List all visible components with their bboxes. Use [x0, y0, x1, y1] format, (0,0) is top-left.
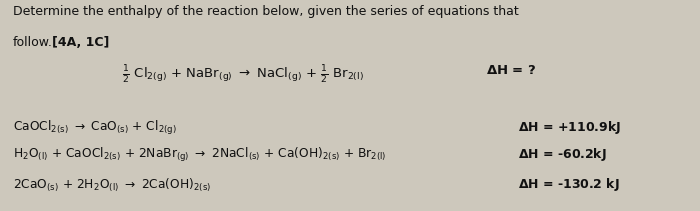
- Text: $\mathbf{\Delta}$H = +110.9kJ: $\mathbf{\Delta}$H = +110.9kJ: [518, 119, 621, 136]
- Text: [4A, 1C]: [4A, 1C]: [52, 36, 110, 49]
- Text: $\mathregular{\frac{1}{2}}$ Cl$_{\mathregular{2(g)}}$ + NaBr$_{\mathregular{(g)}: $\mathregular{\frac{1}{2}}$ Cl$_{\mathre…: [122, 64, 365, 87]
- Text: 2CaO$_{\mathregular{(s)}}$ + 2H$_{\mathregular{2}}$O$_{\mathregular{(l)}}$ $\rig: 2CaO$_{\mathregular{(s)}}$ + 2H$_{\mathr…: [13, 176, 211, 193]
- Text: H$_{\mathregular{2}}$O$_{\mathregular{(l)}}$ + CaOCl$_{\mathregular{2(s)}}$ + 2N: H$_{\mathregular{2}}$O$_{\mathregular{(l…: [13, 146, 386, 164]
- Text: CaOCl$_{\mathregular{2(s)}}$ $\rightarrow$ CaO$_{\mathregular{(s)}}$ + Cl$_{\mat: CaOCl$_{\mathregular{2(s)}}$ $\rightarro…: [13, 119, 176, 137]
- Text: follow.: follow.: [13, 36, 52, 49]
- Text: $\mathbf{\Delta}$H = ?: $\mathbf{\Delta}$H = ?: [486, 64, 537, 77]
- Text: Determine the enthalpy of the reaction below, given the series of equations that: Determine the enthalpy of the reaction b…: [13, 5, 518, 18]
- Text: $\mathbf{\Delta}$H = -60.2kJ: $\mathbf{\Delta}$H = -60.2kJ: [518, 146, 607, 163]
- Text: $\mathbf{\Delta}$H = -130.2 kJ: $\mathbf{\Delta}$H = -130.2 kJ: [518, 176, 620, 193]
